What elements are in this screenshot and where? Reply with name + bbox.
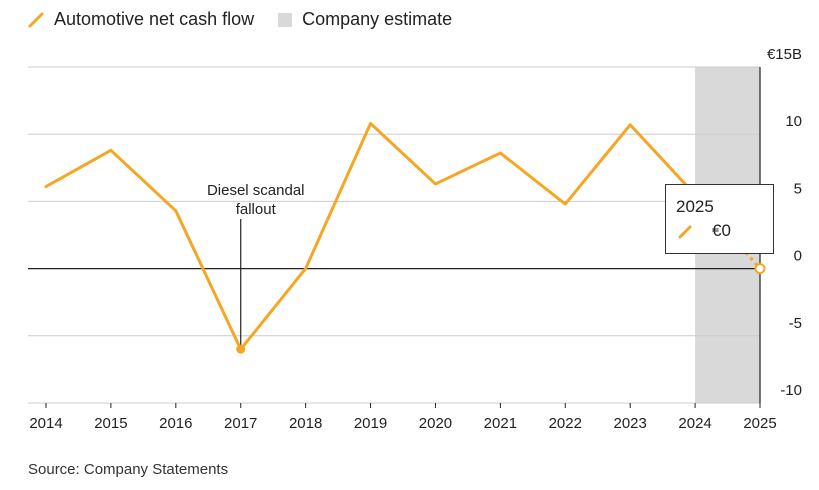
legend-estimate-label: Company estimate (302, 9, 453, 29)
x-tick-label: 2015 (94, 415, 127, 432)
x-tick-label: 2024 (678, 415, 711, 432)
tooltip-year: 2025 (676, 197, 714, 216)
value-tooltip: 2025 €0 (665, 184, 774, 254)
x-tick-label: 2014 (29, 415, 62, 432)
series-line (44, 121, 697, 351)
source-note: Source: Company Statements (28, 461, 229, 478)
x-tick-label: 2022 (549, 415, 582, 432)
y-tick-label: 0 (794, 248, 802, 265)
y-tick-label: -5 (789, 315, 802, 332)
x-tick-label: 2020 (419, 415, 452, 432)
estimate-point (754, 263, 766, 275)
legend-item-series: Automotive net cash flow (28, 9, 254, 30)
annotation-point (236, 344, 246, 354)
x-tick-label: 2019 (354, 415, 387, 432)
line-series-icon (678, 225, 692, 239)
x-tick-label: 2016 (159, 415, 192, 432)
annotation-label: Diesel scandal (207, 182, 305, 199)
y-tick-label: -10 (780, 382, 802, 399)
x-tick-label: 2025 (743, 415, 776, 432)
legend-series-label: Automotive net cash flow (54, 9, 255, 29)
x-tick-label: 2017 (224, 415, 257, 432)
tooltip-value: €0 (712, 221, 731, 240)
annotation-label: fallout (236, 201, 277, 218)
y-tick-label: €15B (767, 46, 802, 63)
legend: Automotive net cash flow Company estimat… (28, 9, 476, 30)
y-tick-label: 10 (785, 113, 802, 130)
line-series-icon (28, 12, 44, 27)
x-tick-label: 2018 (289, 415, 322, 432)
y-tick-label: 5 (794, 180, 802, 197)
x-tick-label: 2023 (613, 415, 646, 432)
legend-item-estimate: Company estimate (278, 9, 452, 30)
x-tick-label: 2021 (484, 415, 517, 432)
estimate-swatch-icon (278, 12, 293, 27)
